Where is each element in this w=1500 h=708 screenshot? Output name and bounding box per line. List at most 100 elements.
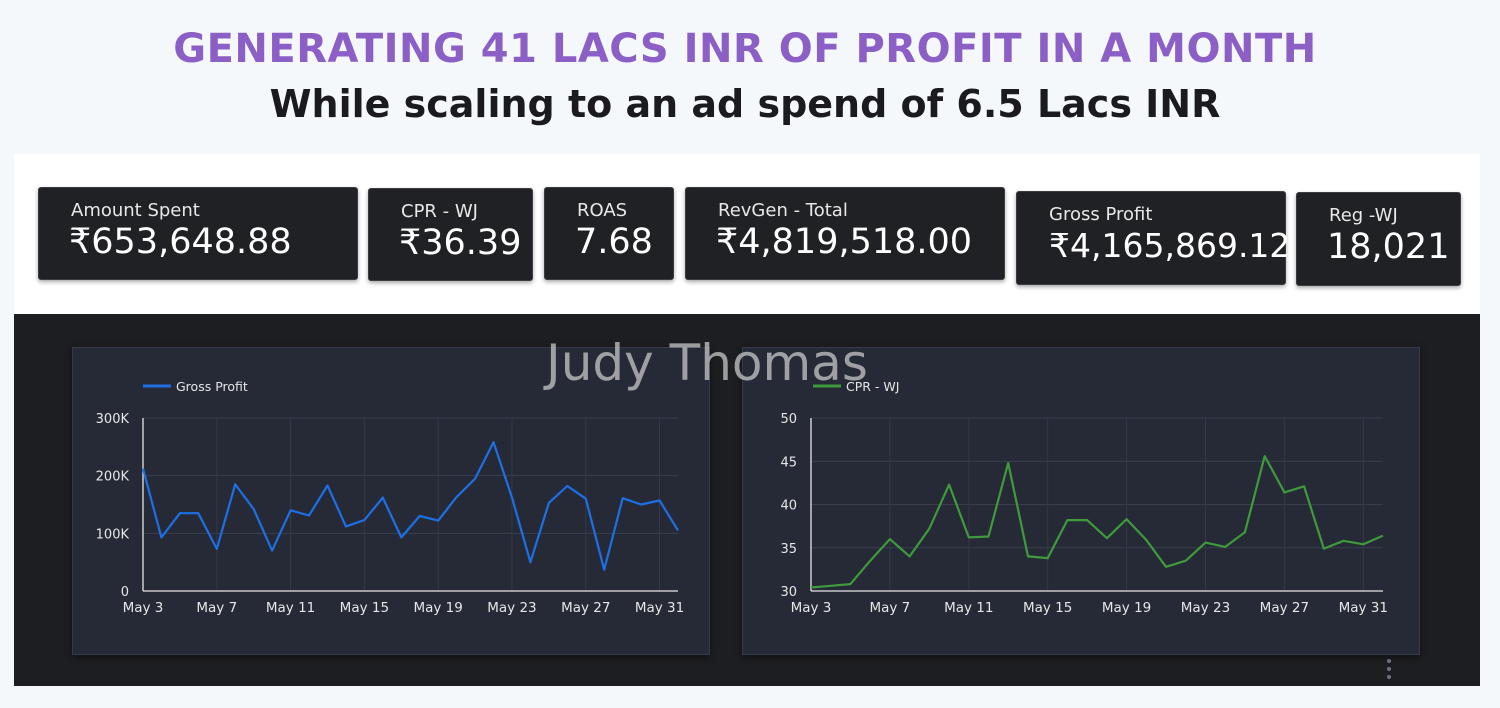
data-point[interactable] xyxy=(583,496,588,501)
data-point[interactable] xyxy=(887,537,892,542)
kpi-reg-wj[interactable]: Reg -WJ 18,021 xyxy=(1296,192,1461,286)
data-point[interactable] xyxy=(546,500,551,505)
gross-profit-chart-panel: 300K 200K 100K 0 May 3 May 7 May 11 May 15 May 1… xyxy=(72,347,710,655)
data-point[interactable] xyxy=(417,514,422,519)
cpr-wj-chart-panel: 50 45 40 35 30 May 3 May 7 May 11 May 15 May 19 Ma… xyxy=(742,347,1420,655)
series-line xyxy=(141,441,679,571)
data-point[interactable] xyxy=(828,583,833,588)
kpi-amount-spent[interactable]: Amount Spent ₹653,648.88 xyxy=(38,187,358,280)
kpi-value: 7.68 xyxy=(575,222,653,262)
data-point[interactable] xyxy=(196,511,201,516)
data-point[interactable] xyxy=(233,482,238,487)
vertical-dots-icon[interactable] xyxy=(1385,658,1393,680)
data-point[interactable] xyxy=(270,548,275,553)
kpi-roas[interactable]: ROAS 7.68 xyxy=(544,187,674,280)
data-point[interactable] xyxy=(1065,518,1070,523)
y-tick-label: 30 xyxy=(780,585,797,600)
data-point[interactable] xyxy=(1282,490,1287,495)
data-point[interactable] xyxy=(491,440,496,445)
kpi-cpr-wj[interactable]: CPR - WJ ₹36.39 xyxy=(368,188,533,281)
kpi-revgen-total[interactable]: RevGen - Total ₹4,819,518.00 xyxy=(685,187,1005,280)
data-point[interactable] xyxy=(1164,564,1169,569)
data-point[interactable] xyxy=(1381,533,1386,538)
data-point[interactable] xyxy=(602,567,607,572)
data-point[interactable] xyxy=(325,483,330,488)
data-point[interactable] xyxy=(1302,484,1307,489)
kpi-strip: Amount Spent ₹653,648.88 CPR - WJ ₹36.39… xyxy=(14,154,1480,314)
data-point[interactable] xyxy=(343,524,348,529)
x-tick-label: May 31 xyxy=(1339,600,1388,616)
y-tick-label: 40 xyxy=(780,499,797,514)
x-tick-label: May 3 xyxy=(791,600,832,616)
y-tick-label: 100K xyxy=(96,527,130,542)
data-point[interactable] xyxy=(1203,540,1208,545)
y-tick-label: 300K xyxy=(96,412,130,427)
data-point[interactable] xyxy=(288,508,293,513)
data-point[interactable] xyxy=(966,535,971,540)
data-point[interactable] xyxy=(473,476,478,481)
data-point[interactable] xyxy=(657,498,662,503)
kpi-label: Reg -WJ xyxy=(1329,205,1398,226)
x-tick-label: May 11 xyxy=(944,600,993,616)
data-point[interactable] xyxy=(159,535,164,540)
data-point[interactable] xyxy=(1321,546,1326,551)
data-point[interactable] xyxy=(528,560,533,565)
data-point[interactable] xyxy=(676,528,681,533)
data-point[interactable] xyxy=(454,495,459,500)
x-tick-label: May 19 xyxy=(1102,600,1151,616)
data-point[interactable] xyxy=(986,534,991,539)
x-tick-label: May 7 xyxy=(196,600,237,616)
data-point[interactable] xyxy=(307,513,312,518)
data-point[interactable] xyxy=(399,535,404,540)
data-point[interactable] xyxy=(1242,530,1247,535)
data-point[interactable] xyxy=(639,502,644,507)
data-point[interactable] xyxy=(1085,518,1090,523)
data-point[interactable] xyxy=(509,495,514,500)
data-point[interactable] xyxy=(177,511,182,516)
data-point[interactable] xyxy=(251,507,256,512)
y-tick-label: 45 xyxy=(780,455,797,470)
data-point[interactable] xyxy=(1262,454,1267,459)
x-tick-label: May 7 xyxy=(869,600,910,616)
data-point[interactable] xyxy=(1223,544,1228,549)
x-tick-label: May 27 xyxy=(1260,600,1309,616)
kpi-value: ₹4,819,518.00 xyxy=(716,222,973,262)
y-tick-label: 50 xyxy=(780,412,797,427)
kpi-value: 18,021 xyxy=(1327,227,1450,267)
data-point[interactable] xyxy=(1183,558,1188,563)
data-point[interactable] xyxy=(848,582,853,587)
data-point[interactable] xyxy=(1361,542,1366,547)
data-point[interactable] xyxy=(1341,538,1346,543)
x-tick-label: May 23 xyxy=(487,600,536,616)
watermark: Judy Thomas xyxy=(546,334,868,392)
data-point[interactable] xyxy=(214,546,219,551)
data-point[interactable] xyxy=(1144,537,1149,542)
kpi-label: RevGen - Total xyxy=(718,200,848,221)
data-point[interactable] xyxy=(620,496,625,501)
data-point[interactable] xyxy=(809,585,814,590)
headline: GENERATING 41 LACS INR OF PROFIT IN A MO… xyxy=(173,26,1317,72)
data-point[interactable] xyxy=(565,484,570,489)
y-tick-label: 0 xyxy=(121,585,129,600)
kpi-gross-profit[interactable]: Gross Profit ₹4,165,869.12 xyxy=(1016,191,1290,285)
x-tick-label: May 27 xyxy=(561,600,610,616)
data-point[interactable] xyxy=(380,495,385,500)
x-tick-label: May 15 xyxy=(1023,600,1072,616)
data-point[interactable] xyxy=(907,554,912,559)
legend-label: Gross Profit xyxy=(176,379,248,394)
kpi-label: Gross Profit xyxy=(1049,204,1153,225)
data-point[interactable] xyxy=(947,482,952,487)
data-point[interactable] xyxy=(1025,554,1030,559)
data-point[interactable] xyxy=(868,558,873,563)
data-point[interactable] xyxy=(141,466,146,471)
data-point[interactable] xyxy=(436,518,441,523)
data-point[interactable] xyxy=(1124,517,1129,522)
data-point[interactable] xyxy=(927,526,932,531)
data-point[interactable] xyxy=(1104,536,1109,541)
x-tick-label: May 23 xyxy=(1181,600,1230,616)
data-point[interactable] xyxy=(1006,460,1011,465)
subheadline: While scaling to an ad spend of 6.5 Lacs… xyxy=(269,82,1221,126)
kpi-label: CPR - WJ xyxy=(401,201,478,222)
data-point[interactable] xyxy=(1045,556,1050,561)
data-point[interactable] xyxy=(362,518,367,523)
